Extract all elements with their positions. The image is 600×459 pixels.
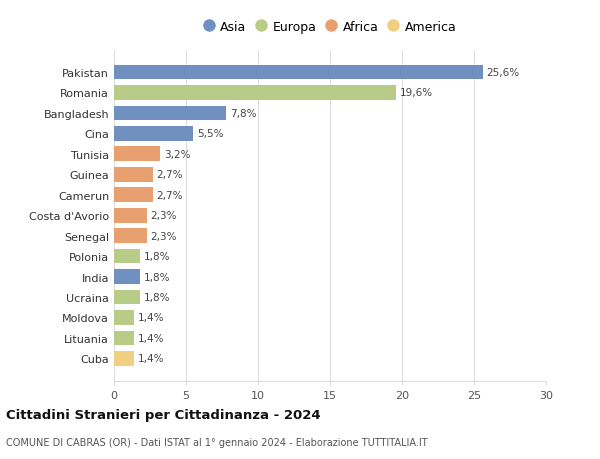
Bar [114,168,153,182]
Bar [114,249,140,264]
Bar [114,127,193,141]
Bar [114,208,147,223]
Text: COMUNE DI CABRAS (OR) - Dati ISTAT al 1° gennaio 2024 - Elaborazione TUTTITALIA.: COMUNE DI CABRAS (OR) - Dati ISTAT al 1°… [6,437,428,447]
Text: 2,3%: 2,3% [151,231,177,241]
Text: 1,8%: 1,8% [143,252,170,262]
Bar [114,66,482,80]
Bar [114,188,153,203]
Text: 5,5%: 5,5% [197,129,223,139]
Text: 2,3%: 2,3% [151,211,177,221]
Text: 1,4%: 1,4% [138,333,164,343]
Bar [114,351,134,366]
Text: 1,4%: 1,4% [138,353,164,364]
Bar [114,106,226,121]
Text: 1,8%: 1,8% [143,292,170,302]
Text: 2,7%: 2,7% [157,190,183,200]
Text: 19,6%: 19,6% [400,88,433,98]
Bar [114,147,160,162]
Legend: Asia, Europa, Africa, America: Asia, Europa, Africa, America [200,17,460,38]
Bar [114,310,134,325]
Text: Cittadini Stranieri per Cittadinanza - 2024: Cittadini Stranieri per Cittadinanza - 2… [6,408,320,421]
Text: 25,6%: 25,6% [486,68,520,78]
Text: 1,8%: 1,8% [143,272,170,282]
Bar [114,269,140,284]
Bar [114,86,396,101]
Bar [114,331,134,346]
Text: 1,4%: 1,4% [138,313,164,323]
Text: 7,8%: 7,8% [230,109,256,119]
Bar [114,229,147,243]
Text: 3,2%: 3,2% [164,150,190,159]
Bar [114,290,140,305]
Text: 2,7%: 2,7% [157,170,183,180]
